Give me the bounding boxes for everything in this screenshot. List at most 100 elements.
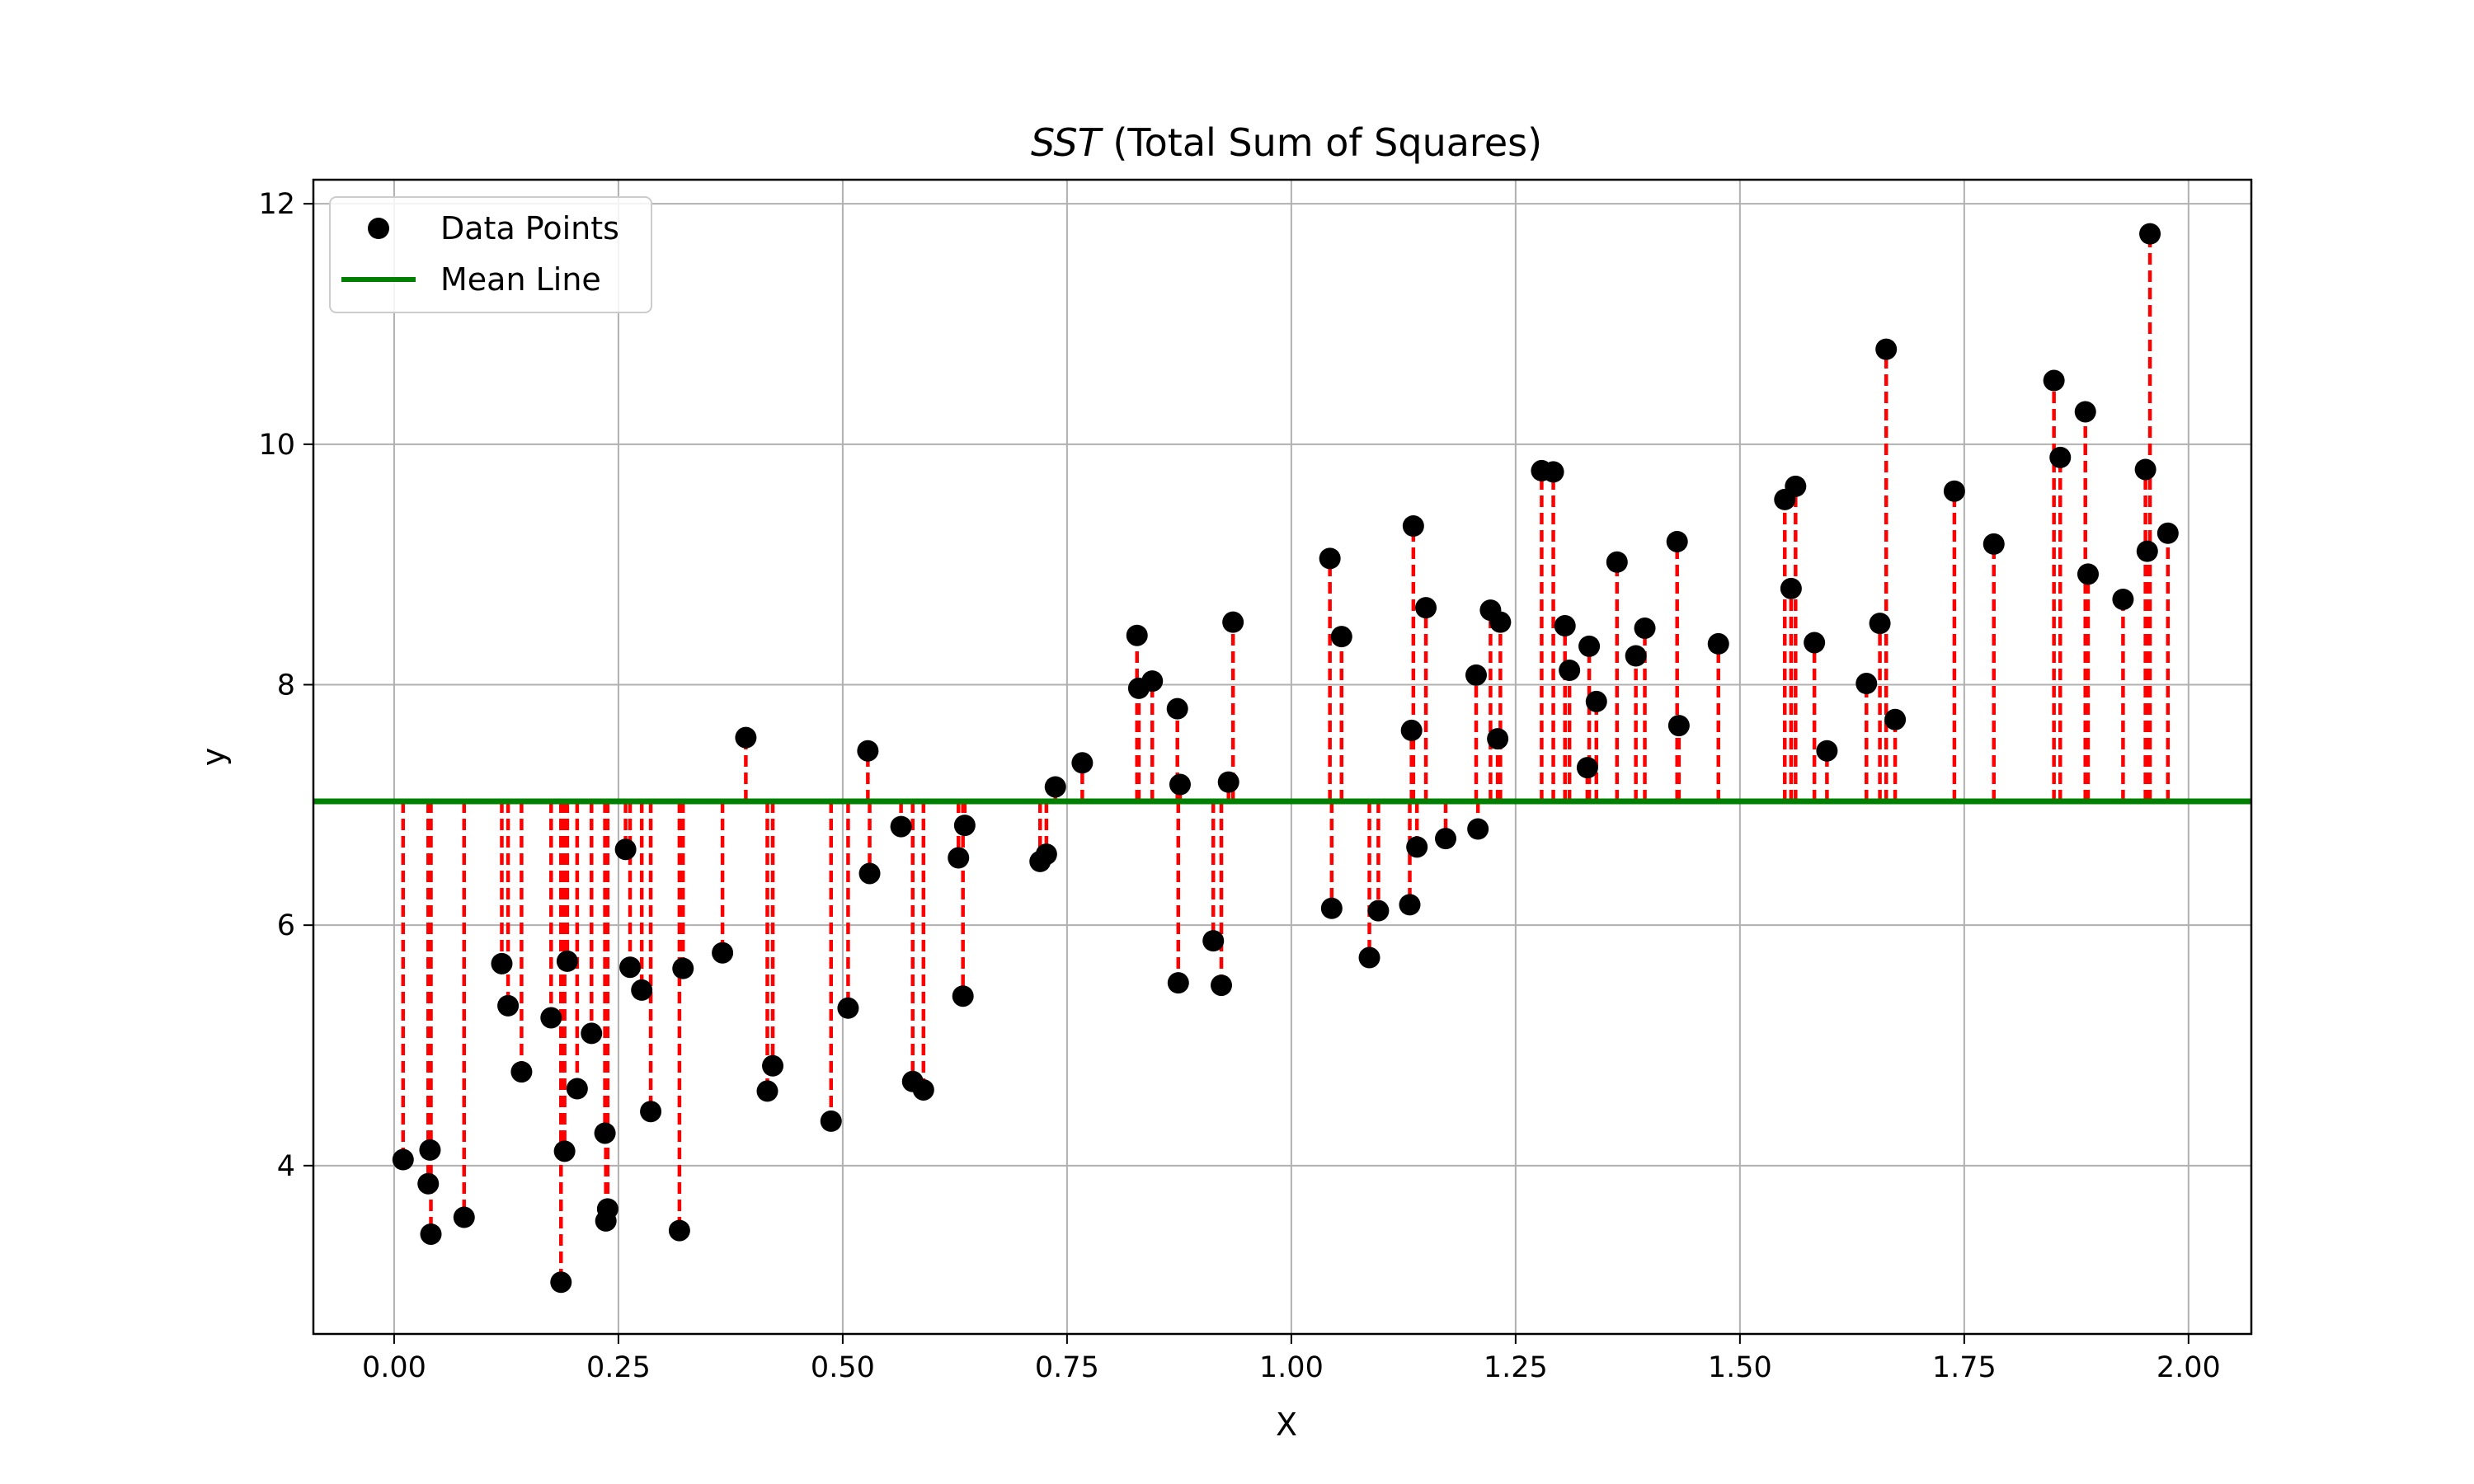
data-point xyxy=(1402,515,1424,537)
data-point xyxy=(619,956,642,979)
data-point xyxy=(1167,972,1189,994)
data-point xyxy=(1406,836,1428,858)
x-tick-label: 1.00 xyxy=(1259,1351,1324,1384)
data-point xyxy=(596,1198,618,1220)
data-point xyxy=(550,1271,572,1294)
data-point xyxy=(1634,617,1656,639)
data-point xyxy=(631,979,653,1001)
data-point xyxy=(1606,551,1628,573)
data-point xyxy=(1585,690,1607,712)
y-tick-label: 8 xyxy=(277,669,295,702)
y-tick-label: 6 xyxy=(277,909,295,942)
data-point xyxy=(1319,547,1341,570)
data-point xyxy=(2049,446,2072,468)
data-point xyxy=(672,957,694,979)
data-point xyxy=(1399,894,1421,916)
data-point xyxy=(2157,522,2179,544)
data-point xyxy=(1202,930,1225,952)
data-point xyxy=(1222,611,1244,633)
data-point xyxy=(1943,480,1965,502)
y-tick-label: 4 xyxy=(277,1150,295,1183)
data-point xyxy=(953,815,976,837)
x-tick-label: 0.00 xyxy=(362,1351,426,1384)
x-tick-label: 0.25 xyxy=(586,1351,651,1384)
data-point xyxy=(1856,673,1878,695)
data-point xyxy=(491,952,513,974)
data-point xyxy=(1869,613,1891,635)
data-point xyxy=(1467,818,1489,840)
legend-label-mean-line: Mean Line xyxy=(440,261,601,298)
x-tick-label: 1.75 xyxy=(1932,1351,1997,1384)
x-tick-label: 0.75 xyxy=(1035,1351,1099,1384)
data-point xyxy=(640,1101,662,1123)
data-point xyxy=(1435,828,1457,850)
chart-title-rest: (Total Sum of Squares) xyxy=(1101,120,1542,165)
data-point xyxy=(712,942,734,964)
data-point xyxy=(1578,635,1601,657)
data-point xyxy=(2043,369,2065,392)
data-point xyxy=(1875,338,1898,360)
data-point xyxy=(419,1139,441,1161)
x-tick-label: 1.50 xyxy=(1708,1351,1772,1384)
data-point xyxy=(594,1122,616,1144)
data-point xyxy=(453,1206,475,1228)
data-point xyxy=(1217,771,1239,793)
legend: Data Points Mean Line xyxy=(329,196,652,313)
data-point xyxy=(1415,597,1437,619)
x-tick-label: 1.25 xyxy=(1484,1351,1548,1384)
data-point xyxy=(1465,664,1487,686)
data-point xyxy=(1320,897,1343,919)
data-point xyxy=(2074,401,2096,423)
data-point xyxy=(837,997,859,1019)
data-point xyxy=(756,1080,778,1102)
data-points xyxy=(392,223,2179,1294)
data-point xyxy=(2077,563,2099,585)
legend-label-data-points: Data Points xyxy=(440,210,619,247)
grid-lines xyxy=(313,180,2251,1334)
data-point xyxy=(1489,611,1512,633)
data-point xyxy=(762,1054,784,1077)
data-point xyxy=(1666,530,1688,552)
data-point xyxy=(1780,577,1802,599)
data-point xyxy=(614,838,637,861)
data-point xyxy=(1554,615,1576,637)
data-point xyxy=(1166,697,1188,720)
data-point xyxy=(912,1078,934,1101)
data-point xyxy=(1035,843,1057,866)
data-point xyxy=(1816,740,1838,762)
data-point xyxy=(1576,757,1598,779)
data-point xyxy=(1044,776,1066,798)
data-point xyxy=(392,1148,414,1171)
data-point xyxy=(1358,946,1380,969)
data-point xyxy=(566,1078,588,1100)
data-point xyxy=(1625,645,1647,667)
data-point xyxy=(2136,540,2158,562)
data-point xyxy=(1211,974,1233,997)
chart-title: SST (Total Sum of Squares) xyxy=(1031,120,1542,165)
data-point xyxy=(1559,660,1581,681)
y-tick-label: 12 xyxy=(258,188,295,221)
data-point xyxy=(2112,588,2134,610)
data-point xyxy=(2134,458,2157,481)
data-point xyxy=(1884,708,1907,730)
legend-marker-data-points xyxy=(368,218,389,239)
data-point xyxy=(553,1140,576,1162)
x-axis-label: X xyxy=(1276,1407,1297,1443)
data-point xyxy=(1126,624,1148,646)
axis-ticks: 0.00 0.25 0.50 0.75 1.00 1.25 1.50 1.75 2.00 4 6 8 1… xyxy=(258,188,2220,1384)
data-point xyxy=(1707,632,1729,655)
data-point xyxy=(420,1223,442,1245)
y-tick-label: 10 xyxy=(258,429,295,462)
data-point xyxy=(1785,475,1807,497)
data-point xyxy=(1400,719,1423,741)
y-axis-label: y xyxy=(195,748,232,767)
data-point xyxy=(1071,752,1094,774)
data-point xyxy=(952,985,974,1007)
chart-title-italic: SST xyxy=(1031,120,1104,165)
residual-lines xyxy=(401,233,2171,1283)
data-point xyxy=(668,1219,690,1242)
data-point xyxy=(556,950,578,972)
data-point xyxy=(857,740,879,762)
data-point xyxy=(1141,670,1164,693)
data-point xyxy=(1169,773,1191,796)
